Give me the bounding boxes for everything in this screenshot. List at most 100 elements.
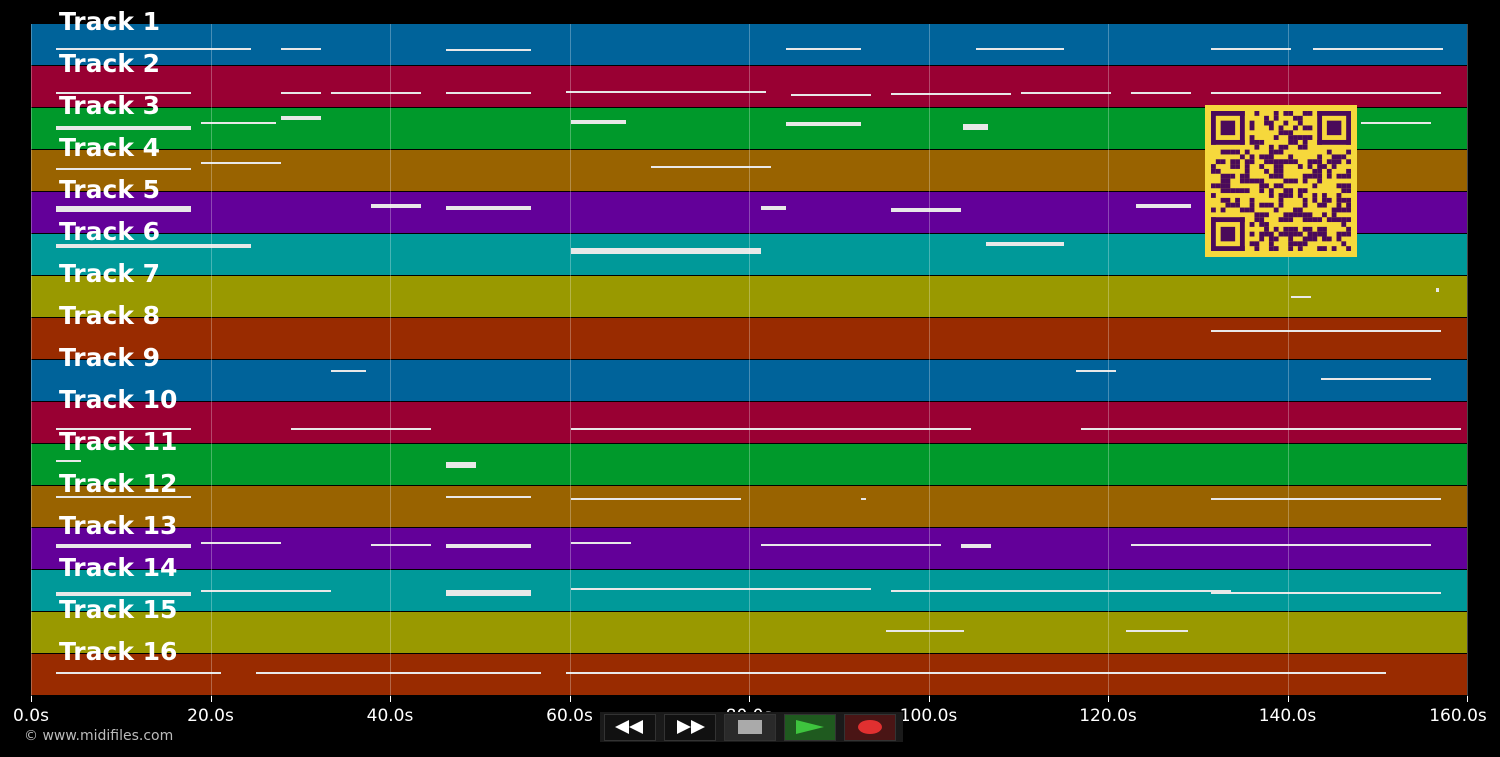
- track-lane[interactable]: Track 9: [31, 344, 1467, 402]
- track-lane[interactable]: Track 2: [31, 50, 1467, 108]
- midi-note: [1211, 330, 1441, 332]
- stop-icon: [738, 720, 762, 734]
- track-lane[interactable]: Track 8: [31, 302, 1467, 360]
- midi-note: [1436, 288, 1439, 292]
- midi-note: [201, 162, 281, 164]
- midi-note: [1211, 48, 1291, 50]
- time-tick-label: 120.0s: [1079, 706, 1137, 726]
- time-tick-label: 20.0s: [187, 706, 234, 726]
- track-label: Track 16: [59, 637, 178, 666]
- axis-tick: [749, 696, 750, 702]
- transport-controls: [600, 712, 903, 742]
- track-lane[interactable]: Track 15: [31, 596, 1467, 654]
- midi-note: [986, 242, 1064, 246]
- time-tick-label: 0.0s: [13, 706, 49, 726]
- midi-note: [976, 48, 1064, 50]
- track-lane[interactable]: Track 12: [31, 470, 1467, 528]
- midi-note: [1313, 48, 1443, 50]
- record-icon: [858, 720, 882, 734]
- midi-note: [761, 206, 786, 210]
- stop-button[interactable]: [724, 713, 776, 741]
- record-button[interactable]: [844, 713, 896, 741]
- midi-note: [331, 92, 421, 94]
- midi-note: [961, 544, 991, 548]
- axis-tick: [1108, 696, 1109, 702]
- midi-note: [651, 166, 771, 168]
- midi-note: [201, 542, 281, 544]
- time-tick-label: 160.0s: [1429, 706, 1487, 726]
- midi-note: [1136, 204, 1191, 208]
- rewind-icon: [615, 720, 643, 734]
- midi-note: [56, 544, 191, 548]
- track-label: Track 14: [59, 553, 178, 582]
- midi-note: [891, 208, 961, 212]
- fast-forward-button[interactable]: [664, 713, 716, 741]
- midi-note: [1081, 428, 1461, 430]
- track-lane[interactable]: Track 16: [31, 638, 1467, 696]
- midi-note: [256, 672, 541, 674]
- midi-note: [331, 370, 366, 372]
- midi-note: [791, 94, 871, 96]
- axis-tick: [210, 696, 212, 702]
- track-lane[interactable]: Track 7: [31, 260, 1467, 318]
- play-button[interactable]: [784, 713, 836, 741]
- midi-note: [963, 124, 988, 130]
- midi-note: [1126, 630, 1188, 632]
- track-label: Track 10: [59, 385, 178, 414]
- midi-note: [1131, 544, 1431, 546]
- midi-note: [446, 206, 531, 210]
- midi-note: [891, 93, 1011, 95]
- track-label: Track 9: [59, 343, 161, 372]
- track-label: Track 1: [59, 7, 161, 36]
- qr-code[interactable]: [1205, 105, 1357, 257]
- midi-note: [446, 496, 531, 498]
- midi-note: [1021, 92, 1111, 94]
- track-lane[interactable]: Track 11: [31, 428, 1467, 486]
- midi-note: [566, 672, 1386, 674]
- track-label: Track 7: [59, 259, 161, 288]
- time-tick-label: 60.0s: [546, 706, 593, 726]
- midi-note: [1361, 122, 1431, 124]
- axis-tick: [31, 696, 32, 702]
- midi-note: [291, 428, 431, 430]
- time-tick-label: 100.0s: [899, 706, 958, 726]
- midi-note: [446, 49, 531, 51]
- axis-tick: [1287, 696, 1289, 702]
- track-lane[interactable]: Track 13: [31, 512, 1467, 570]
- track-label: Track 5: [59, 175, 161, 204]
- midi-note: [786, 48, 861, 50]
- midi-note: [56, 126, 191, 130]
- qr-code-icon: [1211, 111, 1351, 251]
- midi-note: [1076, 370, 1116, 372]
- midi-note: [1211, 92, 1441, 94]
- midi-note: [571, 428, 971, 430]
- track-label: Track 13: [59, 511, 178, 540]
- midi-note: [1291, 296, 1311, 298]
- track-label: Track 8: [59, 301, 161, 330]
- track-label: Track 4: [59, 133, 161, 162]
- track-lane[interactable]: Track 14: [31, 554, 1467, 612]
- midi-note: [281, 92, 321, 94]
- rewind-button[interactable]: [604, 713, 656, 741]
- midi-note: [201, 590, 331, 592]
- track-lane[interactable]: Track 10: [31, 386, 1467, 444]
- midi-note: [56, 48, 251, 50]
- midi-note: [201, 122, 276, 124]
- midi-note: [1211, 498, 1441, 500]
- midi-note: [56, 672, 221, 674]
- grid-line: [1467, 24, 1468, 696]
- track-label: Track 12: [59, 469, 178, 498]
- midi-note: [886, 630, 964, 632]
- track-lane[interactable]: Track 1: [31, 8, 1467, 66]
- midi-note: [446, 92, 531, 94]
- track-label: Track 3: [59, 91, 161, 120]
- midi-note: [571, 542, 631, 544]
- midi-note: [446, 462, 476, 468]
- midi-note: [1321, 378, 1431, 380]
- midi-note: [56, 244, 251, 248]
- midi-note: [446, 590, 531, 596]
- midi-note: [571, 248, 761, 254]
- midi-note: [571, 120, 626, 124]
- midi-note: [891, 590, 1231, 592]
- midi-note: [281, 116, 321, 120]
